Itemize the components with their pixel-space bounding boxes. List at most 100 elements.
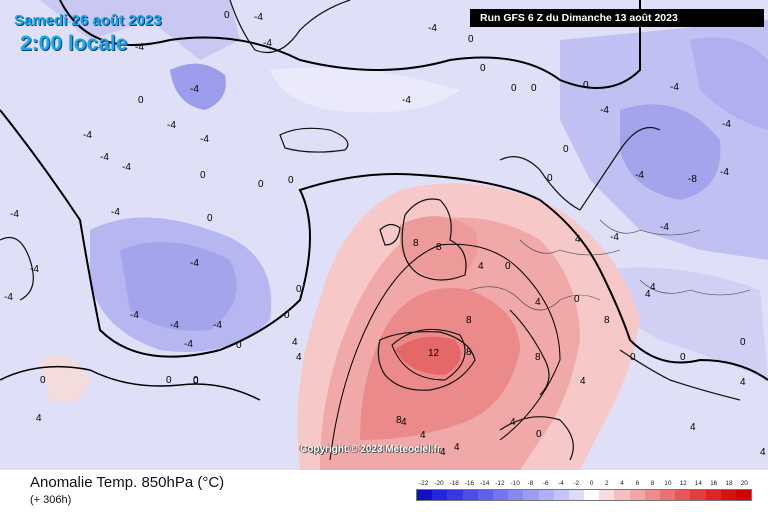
legend-tick-label: -4 [558, 480, 564, 487]
contour-label: -4 [635, 170, 644, 181]
legend-color-swatch [492, 490, 509, 500]
contour-label: 0 [288, 175, 294, 186]
legend-color-swatch [462, 490, 478, 500]
coastline-italy [509, 309, 550, 396]
legend-tick-label: -16 [464, 480, 475, 487]
legend-color-swatch [720, 490, 736, 500]
contour-line-warm-12 [391, 328, 466, 381]
contour-label: 4 [760, 447, 766, 458]
contour-label: 0 [574, 294, 580, 305]
coastline-greece-turkey [619, 349, 741, 401]
map-footer: Anomalie Temp. 850hPa (°C) (+ 306h) -22-… [0, 470, 768, 512]
coastline-ireland [379, 223, 401, 246]
legend-tick-label: -20 [434, 480, 444, 487]
contour-line-north [59, 0, 641, 89]
contour-label: 0 [224, 10, 230, 21]
contour-label: 0 [138, 95, 144, 106]
contour-label: 0 [193, 375, 199, 386]
parameter-title: Anomalie Temp. 850hPa (°C) [30, 474, 225, 491]
legend-color-swatch [447, 490, 463, 500]
model-run-banner: Run GFS 6 Z du Dimanche 13 août 2023 [470, 9, 764, 27]
legend-color-swatch [614, 490, 630, 500]
cold-core-atlantic [120, 242, 237, 331]
contour-line-atlantic [0, 109, 541, 358]
coastlines [0, 0, 741, 461]
contour-label: 0 [583, 80, 589, 91]
contour-label: -4 [190, 258, 199, 269]
valid-time-label: 2:00 locale [20, 32, 128, 55]
contour-label: 0 [531, 83, 537, 94]
warm-core-britain [400, 216, 478, 280]
contour-label: -4 [30, 264, 39, 275]
contour-label: -4 [720, 167, 729, 178]
contour-label: 4 [690, 422, 696, 433]
contour-label: -4 [184, 339, 193, 350]
legend-tick-label: -8 [527, 480, 534, 487]
forecast-hours-label: (+ 306h) [30, 494, 72, 506]
contour-label: 4 [401, 417, 407, 428]
contour-label: -4 [135, 42, 144, 53]
legend-tick-label: 12 [679, 480, 687, 487]
legend-tick-label: 0 [589, 480, 594, 487]
coastline-scandinavia [499, 126, 661, 211]
contour-label: 0 [40, 375, 46, 386]
weather-map: -4 0 -4 -4 -4 -4 -4 -4 -4 0 0 -4 0 0 -4 … [0, 0, 768, 470]
contour-label: 0 [296, 284, 302, 295]
contour-label: 0 [740, 337, 746, 348]
legend-color-swatch [538, 490, 554, 500]
country-borders [469, 219, 751, 311]
legend-tick-label: 2 [605, 480, 609, 487]
legend-tick-label: 8 [650, 480, 655, 487]
coastline-britain [401, 198, 467, 281]
border-line-1 [469, 286, 601, 311]
contour-label: -4 [670, 82, 679, 93]
legend-tick-label: 18 [725, 480, 733, 487]
contour-label: -4 [122, 162, 131, 173]
contour-label: 0 [166, 375, 172, 386]
contour-label: 0 [563, 144, 569, 155]
coastline-greenland [229, 0, 351, 54]
contour-label: 8 [466, 315, 472, 326]
coastline-iberia [377, 331, 476, 391]
contour-label: -4 [130, 310, 139, 321]
legend-tick-labels: -22 -20 -18 -16 -14 -12 -10 -8 -6 -4 -2 0 2 4 6 8 10 12 14… [416, 479, 752, 488]
contour-label: -4 [111, 207, 120, 218]
contour-line-east [539, 199, 768, 381]
legend-color-swatch [477, 490, 493, 500]
contour-label: -4 [100, 152, 109, 163]
contour-label: 0 [200, 170, 206, 181]
legend-color-swatch [584, 490, 600, 500]
legend-color-swatch [660, 490, 676, 500]
contour-label: 0 [536, 429, 542, 440]
contour-label: 4 [535, 297, 541, 308]
contour-label: 4 [645, 289, 651, 300]
coastline-north-africa [499, 416, 574, 461]
legend-color-swatch [705, 490, 721, 500]
contour-label: 0 [511, 83, 517, 94]
contour-label: 4 [580, 376, 586, 387]
legend-color-swatch [675, 490, 691, 500]
contour-label: -4 [213, 320, 222, 331]
contour-labels: -4 0 -4 -4 -4 -4 -4 -4 -4 0 0 -4 0 0 -4 … [4, 10, 766, 458]
color-scale-legend [416, 489, 752, 501]
border-line-2 [519, 239, 621, 256]
legend-tick-label: -10 [510, 480, 520, 487]
contour-label: -4 [170, 320, 179, 331]
valid-date-label: Samedi 26 août 2023 [14, 12, 162, 29]
contour-label: -4 [428, 23, 437, 34]
contour-label: 8 [413, 238, 419, 249]
coastline-iceland [279, 127, 349, 153]
contour-label: 0 [236, 340, 242, 351]
border-line-4 [639, 279, 751, 296]
legend-color-swatch [735, 490, 752, 500]
neutral-region-iceland [270, 67, 460, 113]
contour-label: 0 [680, 352, 686, 363]
legend-tick-label: 4 [620, 480, 624, 487]
contour-label: 0 [468, 34, 474, 45]
legend-color-swatch [568, 490, 585, 500]
legend-tick-label: 14 [694, 480, 703, 487]
contour-label: -4 [660, 222, 669, 233]
contour-label: 0 [630, 352, 636, 363]
legend-color-swatch [629, 490, 645, 500]
contour-label: 0 [193, 376, 199, 387]
